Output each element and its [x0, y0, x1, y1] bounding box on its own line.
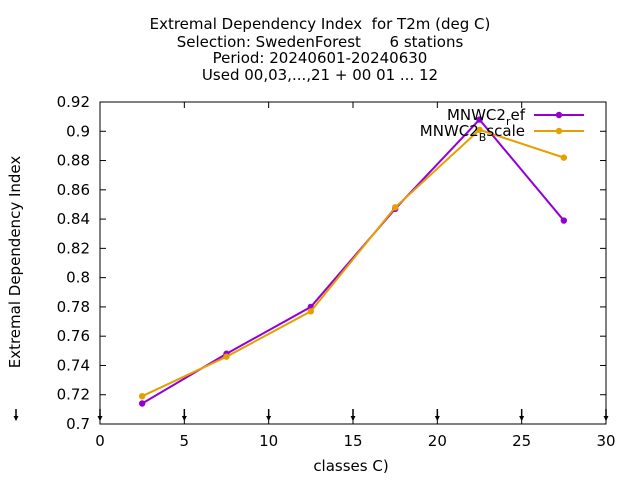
y-tick-label: 0.78 — [57, 298, 90, 316]
arrow-head — [519, 416, 525, 421]
data-point — [223, 353, 230, 360]
x-tick-label: 15 — [343, 432, 362, 450]
legend-marker — [555, 111, 563, 119]
y-axis-label: Extremal Dependency Index — [6, 156, 24, 369]
data-point — [560, 217, 568, 224]
y-tick-label: 0.84 — [57, 210, 90, 228]
data-point — [476, 126, 483, 134]
ticks: 0 5 10 15 20 25 30 0.7 0.72 0.74 0.76 0.78 0.8 0.82 0.… — [13, 93, 616, 450]
legend-label: MNWC2Bscale — [420, 122, 525, 144]
x-axis-label: classes C) — [313, 457, 388, 475]
series-line-2 — [141, 128, 565, 398]
data-point — [138, 400, 146, 407]
x-tick-label: 30 — [596, 432, 615, 450]
x-tick-label: 10 — [259, 432, 278, 450]
y-tick-label: 0.74 — [57, 356, 90, 374]
legend-label: MNWC2ref — [447, 106, 526, 128]
arrow-head — [603, 416, 609, 421]
arrow-head — [434, 416, 440, 421]
arrow-head — [350, 416, 356, 421]
series — [138, 116, 568, 407]
y-tick-label: 0.72 — [57, 386, 90, 404]
title-line-1: Extremal Dependency Index for T2m (deg C… — [149, 15, 491, 33]
y-tick-label: 0.8 — [66, 269, 90, 287]
y-tick-label: 0.88 — [57, 152, 90, 170]
y-tick-label: 0.7 — [66, 415, 90, 433]
axes — [99, 101, 607, 425]
y-tick-label: 0.76 — [57, 327, 90, 345]
y-tick-label: 0.86 — [57, 181, 90, 199]
y-tick-label: 0.9 — [66, 122, 90, 140]
arrow-head — [266, 416, 272, 421]
data-point — [307, 308, 315, 315]
title-line-3: Period: 20240601-20240630 — [212, 49, 428, 67]
arrow-head — [181, 416, 187, 421]
arrow-head — [97, 416, 103, 421]
series-line-1 — [141, 118, 565, 405]
x-tick-label: 25 — [512, 432, 531, 450]
title-line-2: Selection: SwedenForest 6 stations — [176, 33, 464, 51]
data-point — [476, 116, 483, 123]
data-point — [391, 204, 399, 211]
legend-marker — [555, 127, 563, 135]
x-tick-label: 0 — [95, 432, 105, 450]
x-tick-label: 5 — [180, 432, 190, 450]
arrow-head — [13, 416, 19, 421]
data-point — [560, 154, 568, 161]
y-tick-label: 0.92 — [57, 93, 90, 111]
title-line-4: Used 00,03,...,21 + 00 01 ... 12 — [201, 66, 439, 84]
plot-border — [99, 101, 607, 425]
data-point — [138, 392, 146, 400]
y-tick-label: 0.82 — [57, 239, 90, 257]
x-tick-label: 20 — [428, 432, 447, 450]
